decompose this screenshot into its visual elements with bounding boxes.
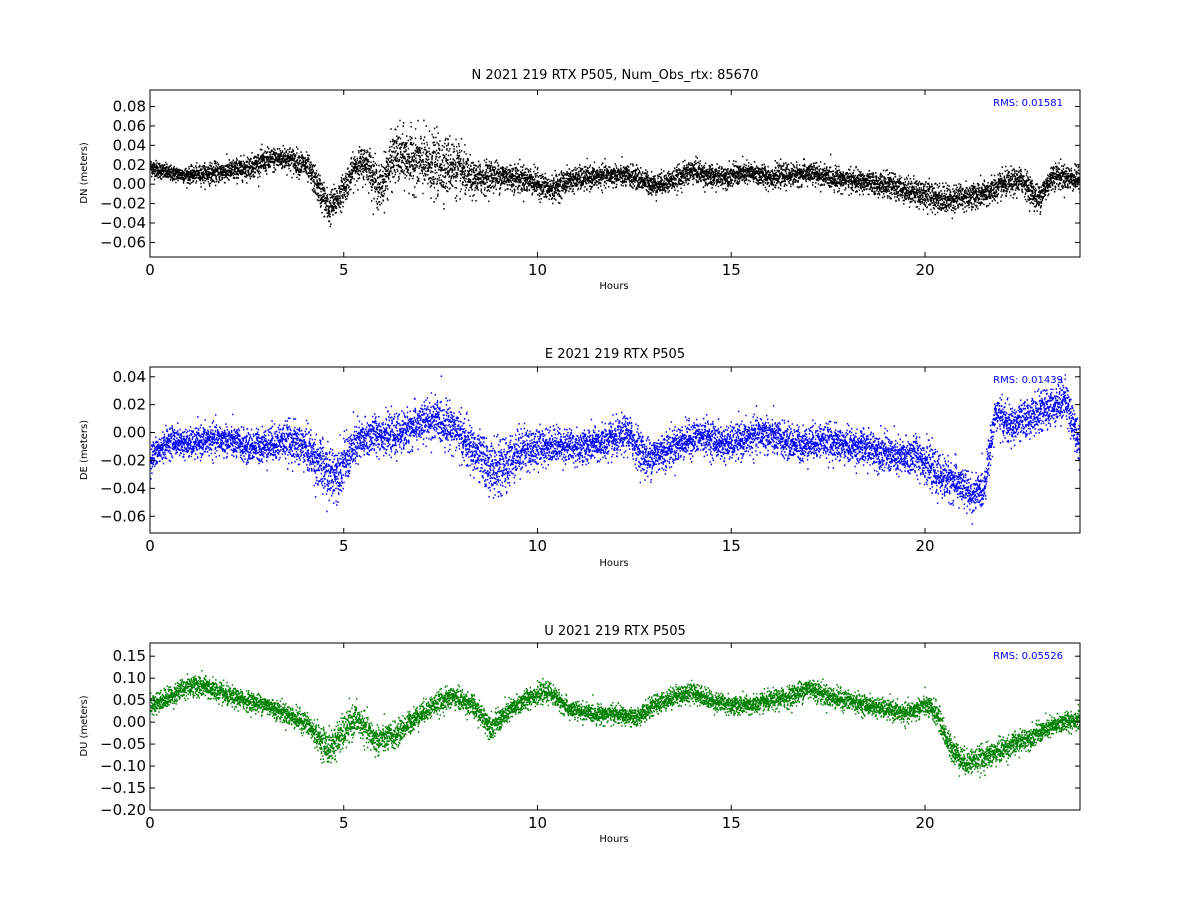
y-tick-label: −0.06 — [100, 233, 146, 251]
rms-annotation: RMS: 0.01581 — [993, 98, 1063, 109]
panel-title: E 2021 219 RTX P505 — [545, 347, 685, 362]
y-tick-label: 0.04 — [113, 136, 146, 154]
rms-annotation: RMS: 0.05526 — [993, 651, 1063, 662]
panel-title: U 2021 219 RTX P505 — [544, 624, 686, 639]
x-tick-label: 15 — [722, 537, 741, 555]
y-tick-label: 0.05 — [113, 691, 146, 709]
data-points — [150, 374, 1080, 525]
x-tick-label: 15 — [722, 261, 741, 279]
y-tick-label: −0.10 — [100, 757, 146, 775]
axes-frame — [149, 642, 1081, 811]
y-tick-label: 0.00 — [113, 424, 146, 442]
y-tick-label: 0.00 — [113, 713, 146, 731]
y-tick-label: 0.10 — [113, 669, 146, 687]
y-tick-label: −0.02 — [100, 451, 146, 469]
y-tick-label: −0.15 — [100, 779, 146, 797]
x-tick-label: 20 — [915, 814, 934, 832]
panel-title: N 2021 219 RTX P505, Num_Obs_rtx: 85670 — [472, 68, 759, 83]
x-tick-label: 20 — [915, 537, 934, 555]
x-tick-label: 15 — [722, 814, 741, 832]
x-tick-label: 0 — [145, 814, 155, 832]
y-tick-label: 0.02 — [113, 156, 146, 174]
y-tick-label: −0.02 — [100, 195, 146, 213]
x-axis-label: Hours — [599, 834, 628, 845]
x-tick-label: 0 — [145, 537, 155, 555]
y-axis-label: DN (meters) — [79, 142, 90, 204]
data-points — [150, 670, 1080, 779]
y-axis-label: DE (meters) — [79, 420, 90, 480]
y-axis-label: DU (meters) — [79, 695, 90, 756]
y-tick-label: 0.15 — [113, 647, 146, 665]
panel-east: E 2021 219 RTX P505 Hours DE (meters) 0 5… — [79, 347, 1081, 569]
y-tick-label: −0.04 — [100, 214, 146, 232]
y-tick-label: 0.00 — [113, 175, 146, 193]
x-tick-label: 10 — [528, 814, 547, 832]
x-tick-label: 10 — [528, 537, 547, 555]
axes-frame — [149, 366, 1081, 534]
data-points — [150, 119, 1080, 228]
y-tick-label: −0.05 — [100, 735, 146, 753]
y-tick-label: 0.08 — [113, 98, 146, 116]
x-tick-label: 5 — [339, 537, 349, 555]
x-axis-label: Hours — [599, 281, 628, 292]
x-tick-label: 0 — [145, 261, 155, 279]
x-tick-label: 5 — [339, 261, 349, 279]
y-tick-label: −0.06 — [100, 507, 146, 525]
x-tick-label: 20 — [915, 261, 934, 279]
y-tick-label: 0.06 — [113, 117, 146, 135]
y-tick-label: 0.04 — [113, 368, 146, 386]
y-tick-label: −0.04 — [100, 479, 146, 497]
x-axis-label: Hours — [599, 558, 628, 569]
panel-north: N 2021 219 RTX P505, Num_Obs_rtx: 85670 … — [79, 68, 1081, 292]
panel-up: U 2021 219 RTX P505 Hours DU (meters) 0 5… — [79, 624, 1081, 845]
y-tick-label: 0.02 — [113, 396, 146, 414]
x-tick-label: 5 — [339, 814, 349, 832]
rms-annotation: RMS: 0.01439 — [993, 375, 1063, 386]
y-tick-label: −0.20 — [100, 801, 146, 819]
axes-frame — [149, 89, 1081, 258]
x-tick-label: 10 — [528, 261, 547, 279]
